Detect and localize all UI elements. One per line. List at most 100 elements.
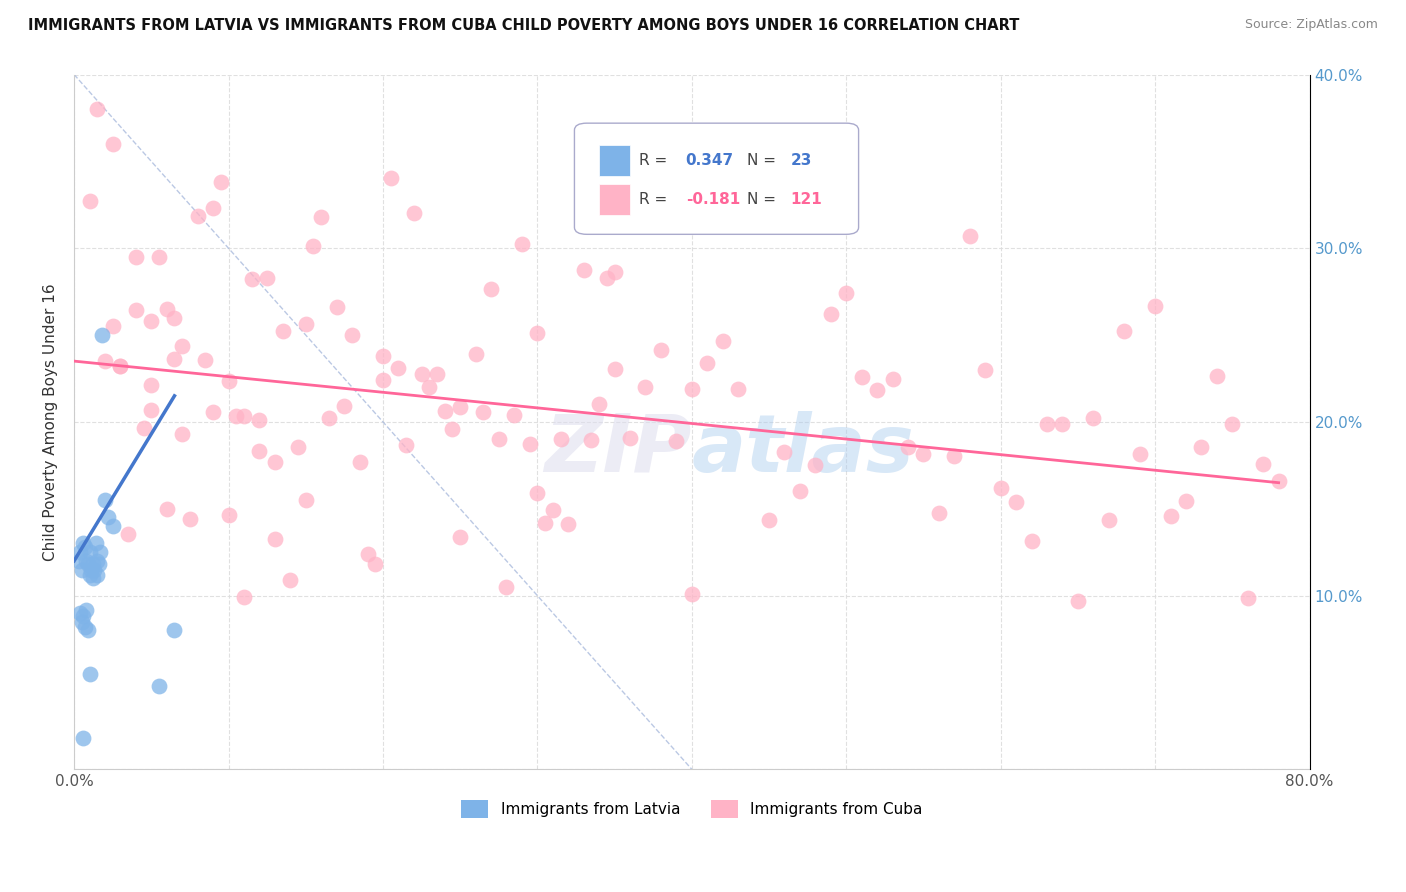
Point	[72, 609, 94, 624]
Point	[163, 624, 186, 638]
Point	[263, 532, 285, 546]
Point	[70, 563, 93, 577]
Point	[97, 510, 120, 524]
Point	[70, 615, 93, 629]
Legend: Immigrants from Latvia, Immigrants from Cuba: Immigrants from Latvia, Immigrants from …	[454, 795, 929, 824]
Point	[187, 209, 209, 223]
Point	[572, 262, 595, 277]
Point	[804, 458, 827, 472]
Text: 121: 121	[790, 192, 823, 207]
Point	[696, 356, 718, 370]
Point	[194, 352, 217, 367]
Point	[83, 563, 105, 577]
Point	[349, 455, 371, 469]
Point	[202, 405, 225, 419]
Point	[550, 432, 572, 446]
Point	[557, 516, 579, 531]
Point	[163, 352, 186, 367]
Point	[1021, 533, 1043, 548]
Point	[75, 554, 97, 568]
Point	[117, 527, 139, 541]
Point	[882, 372, 904, 386]
Point	[912, 447, 935, 461]
Point	[541, 503, 564, 517]
Point	[380, 171, 402, 186]
Point	[69, 545, 91, 559]
Point	[318, 411, 340, 425]
Point	[650, 343, 672, 358]
Point	[263, 455, 285, 469]
Text: N =: N =	[748, 192, 782, 207]
Point	[449, 401, 471, 415]
Point	[94, 354, 117, 368]
FancyBboxPatch shape	[599, 145, 630, 176]
Point	[141, 403, 163, 417]
Point	[256, 271, 278, 285]
Point	[495, 580, 517, 594]
Point	[1114, 324, 1136, 338]
Point	[247, 443, 270, 458]
Point	[86, 554, 108, 568]
Point	[727, 382, 749, 396]
Point	[79, 194, 101, 209]
Point	[990, 481, 1012, 495]
Point	[519, 437, 541, 451]
Point	[773, 444, 796, 458]
Point	[974, 363, 997, 377]
Point	[172, 427, 194, 442]
Point	[141, 313, 163, 327]
Point	[1052, 417, 1074, 431]
Point	[101, 136, 124, 151]
Point	[287, 440, 309, 454]
Point	[371, 349, 394, 363]
Text: R =: R =	[638, 192, 672, 207]
Point	[80, 563, 103, 577]
Point	[897, 440, 920, 454]
Text: ZIP: ZIP	[544, 410, 692, 489]
Point	[148, 250, 170, 264]
Point	[681, 586, 703, 600]
Point	[179, 511, 201, 525]
Point	[340, 328, 363, 343]
Point	[758, 513, 780, 527]
Point	[101, 519, 124, 533]
Point	[82, 571, 104, 585]
Point	[86, 102, 108, 116]
Point	[125, 250, 148, 264]
Point	[148, 679, 170, 693]
Point	[294, 317, 316, 331]
Point	[172, 339, 194, 353]
Text: 0.347: 0.347	[686, 153, 734, 169]
Point	[110, 359, 132, 373]
Point	[488, 433, 510, 447]
Point	[959, 228, 981, 243]
Point	[371, 373, 394, 387]
Point	[1098, 513, 1121, 527]
Point	[534, 516, 557, 530]
Point	[73, 540, 96, 554]
Point	[73, 620, 96, 634]
Point	[79, 545, 101, 559]
Point	[101, 319, 124, 334]
Point	[218, 374, 240, 388]
FancyBboxPatch shape	[575, 123, 859, 235]
Point	[634, 380, 657, 394]
Y-axis label: Child Poverty Among Boys Under 16: Child Poverty Among Boys Under 16	[44, 283, 58, 561]
Point	[110, 359, 132, 373]
Point	[69, 606, 91, 620]
Point	[77, 624, 100, 638]
Point	[218, 508, 240, 523]
Point	[588, 397, 610, 411]
Point	[1129, 447, 1152, 461]
Point	[202, 201, 225, 215]
Point	[233, 409, 256, 423]
Point	[441, 422, 464, 436]
Point	[411, 367, 433, 381]
Point	[89, 545, 111, 559]
Point	[77, 558, 100, 572]
Point	[402, 206, 425, 220]
Point	[141, 378, 163, 392]
Point	[479, 282, 502, 296]
Point	[943, 449, 966, 463]
Point	[711, 334, 734, 349]
